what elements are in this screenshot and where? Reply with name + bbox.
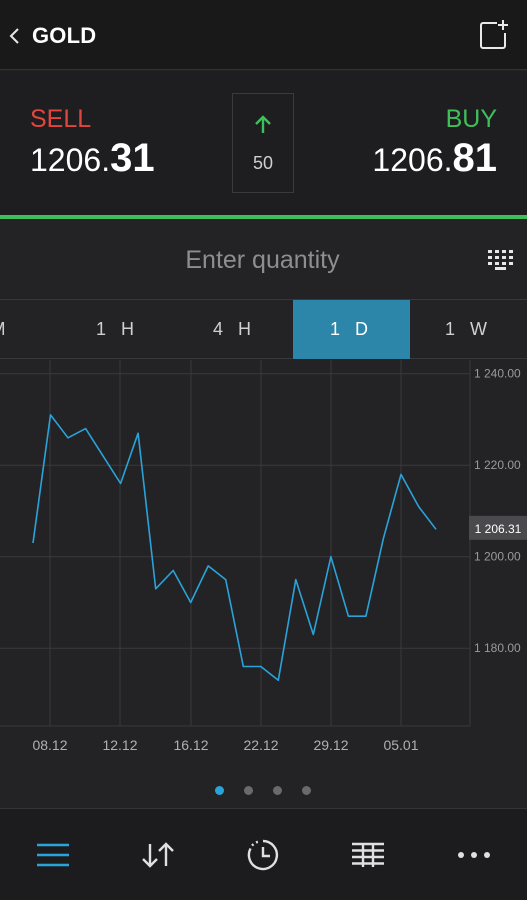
add-to-watchlist-icon[interactable] xyxy=(477,18,511,52)
more-dots-icon xyxy=(458,852,490,858)
direction-divider xyxy=(0,215,527,219)
x-tick-label: 16.12 xyxy=(173,737,208,753)
x-tick-label: 05.01 xyxy=(383,737,418,753)
sell-button[interactable]: SELL 1206.31 xyxy=(30,105,155,183)
menu-button[interactable] xyxy=(33,837,73,873)
buy-label: BUY xyxy=(445,105,497,133)
trade-button[interactable] xyxy=(138,837,178,873)
y-tick-label: 1 180.00 xyxy=(474,641,521,655)
buy-button[interactable]: BUY 1206.81 xyxy=(372,105,497,183)
swap-arrows-icon xyxy=(142,842,174,868)
list-table-icon xyxy=(352,842,384,867)
page-title: GOLD xyxy=(32,23,97,48)
chevron-left-icon xyxy=(9,28,19,44)
quantity-row xyxy=(0,219,527,300)
keypad-icon[interactable] xyxy=(487,249,513,271)
sell-price: 1206.31 xyxy=(30,135,155,183)
bottom-navigation xyxy=(0,808,527,900)
clock-history-icon xyxy=(247,839,279,871)
history-button[interactable] xyxy=(243,837,283,873)
buy-price: 1206.81 xyxy=(372,135,497,183)
arrow-up-icon xyxy=(255,115,271,133)
page-dot-3[interactable] xyxy=(273,786,282,795)
tab-1w[interactable]: 1 W xyxy=(410,300,527,359)
tab-1d[interactable]: 1 D xyxy=(293,300,410,359)
page-indicator xyxy=(0,782,527,798)
back-button[interactable]: GOLD xyxy=(8,18,98,54)
x-tick-label: 08.12 xyxy=(32,737,67,753)
quote-panel: SELL 1206.31 50 BUY 1206.81 xyxy=(0,71,527,217)
tab-label: 1 D xyxy=(329,319,373,339)
orders-button[interactable] xyxy=(348,837,388,873)
tab-4h[interactable]: 4 H xyxy=(176,300,293,359)
buy-price-big: 81 xyxy=(452,136,498,180)
tab-label: M xyxy=(0,319,11,340)
x-tick-label: 22.12 xyxy=(243,737,278,753)
tab-label: 1 H xyxy=(95,319,139,339)
sell-price-big: 31 xyxy=(110,136,155,180)
app-header: GOLD xyxy=(0,0,527,70)
timeframe-tabs: M 1 H 4 H 1 D 1 W xyxy=(0,300,527,359)
page-dot-1[interactable] xyxy=(215,786,224,795)
y-tick-label: 1 200.00 xyxy=(474,550,521,564)
sell-label: SELL xyxy=(30,105,92,133)
x-tick-label: 29.12 xyxy=(313,737,348,753)
page-dot-2[interactable] xyxy=(244,786,253,795)
spread-indicator: 50 xyxy=(232,93,294,193)
tab-label: 1 W xyxy=(444,319,492,339)
buy-price-prefix: 1206. xyxy=(372,142,453,178)
spread-value: 50 xyxy=(252,153,274,173)
page-dot-4[interactable] xyxy=(302,786,311,795)
y-tick-label: 1 220.00 xyxy=(474,458,521,472)
tab-1h[interactable]: 1 H xyxy=(59,300,176,359)
x-tick-label: 12.12 xyxy=(102,737,137,753)
y-tick-label: 1 240.00 xyxy=(474,367,521,381)
quantity-input[interactable] xyxy=(60,239,465,281)
tab-m[interactable]: M xyxy=(0,300,59,359)
sell-price-prefix: 1206. xyxy=(30,142,111,178)
more-button[interactable] xyxy=(454,837,494,873)
price-chart[interactable]: 1 240.00 1 220.00 1 200.00 1 180.00 08.12 12.… xyxy=(0,360,527,760)
current-price-marker xyxy=(469,515,527,540)
hamburger-menu-icon xyxy=(37,843,69,867)
price-series-line xyxy=(32,414,437,682)
current-price-label: 1 206.31 xyxy=(475,522,522,536)
tab-label: 4 H xyxy=(212,319,256,339)
